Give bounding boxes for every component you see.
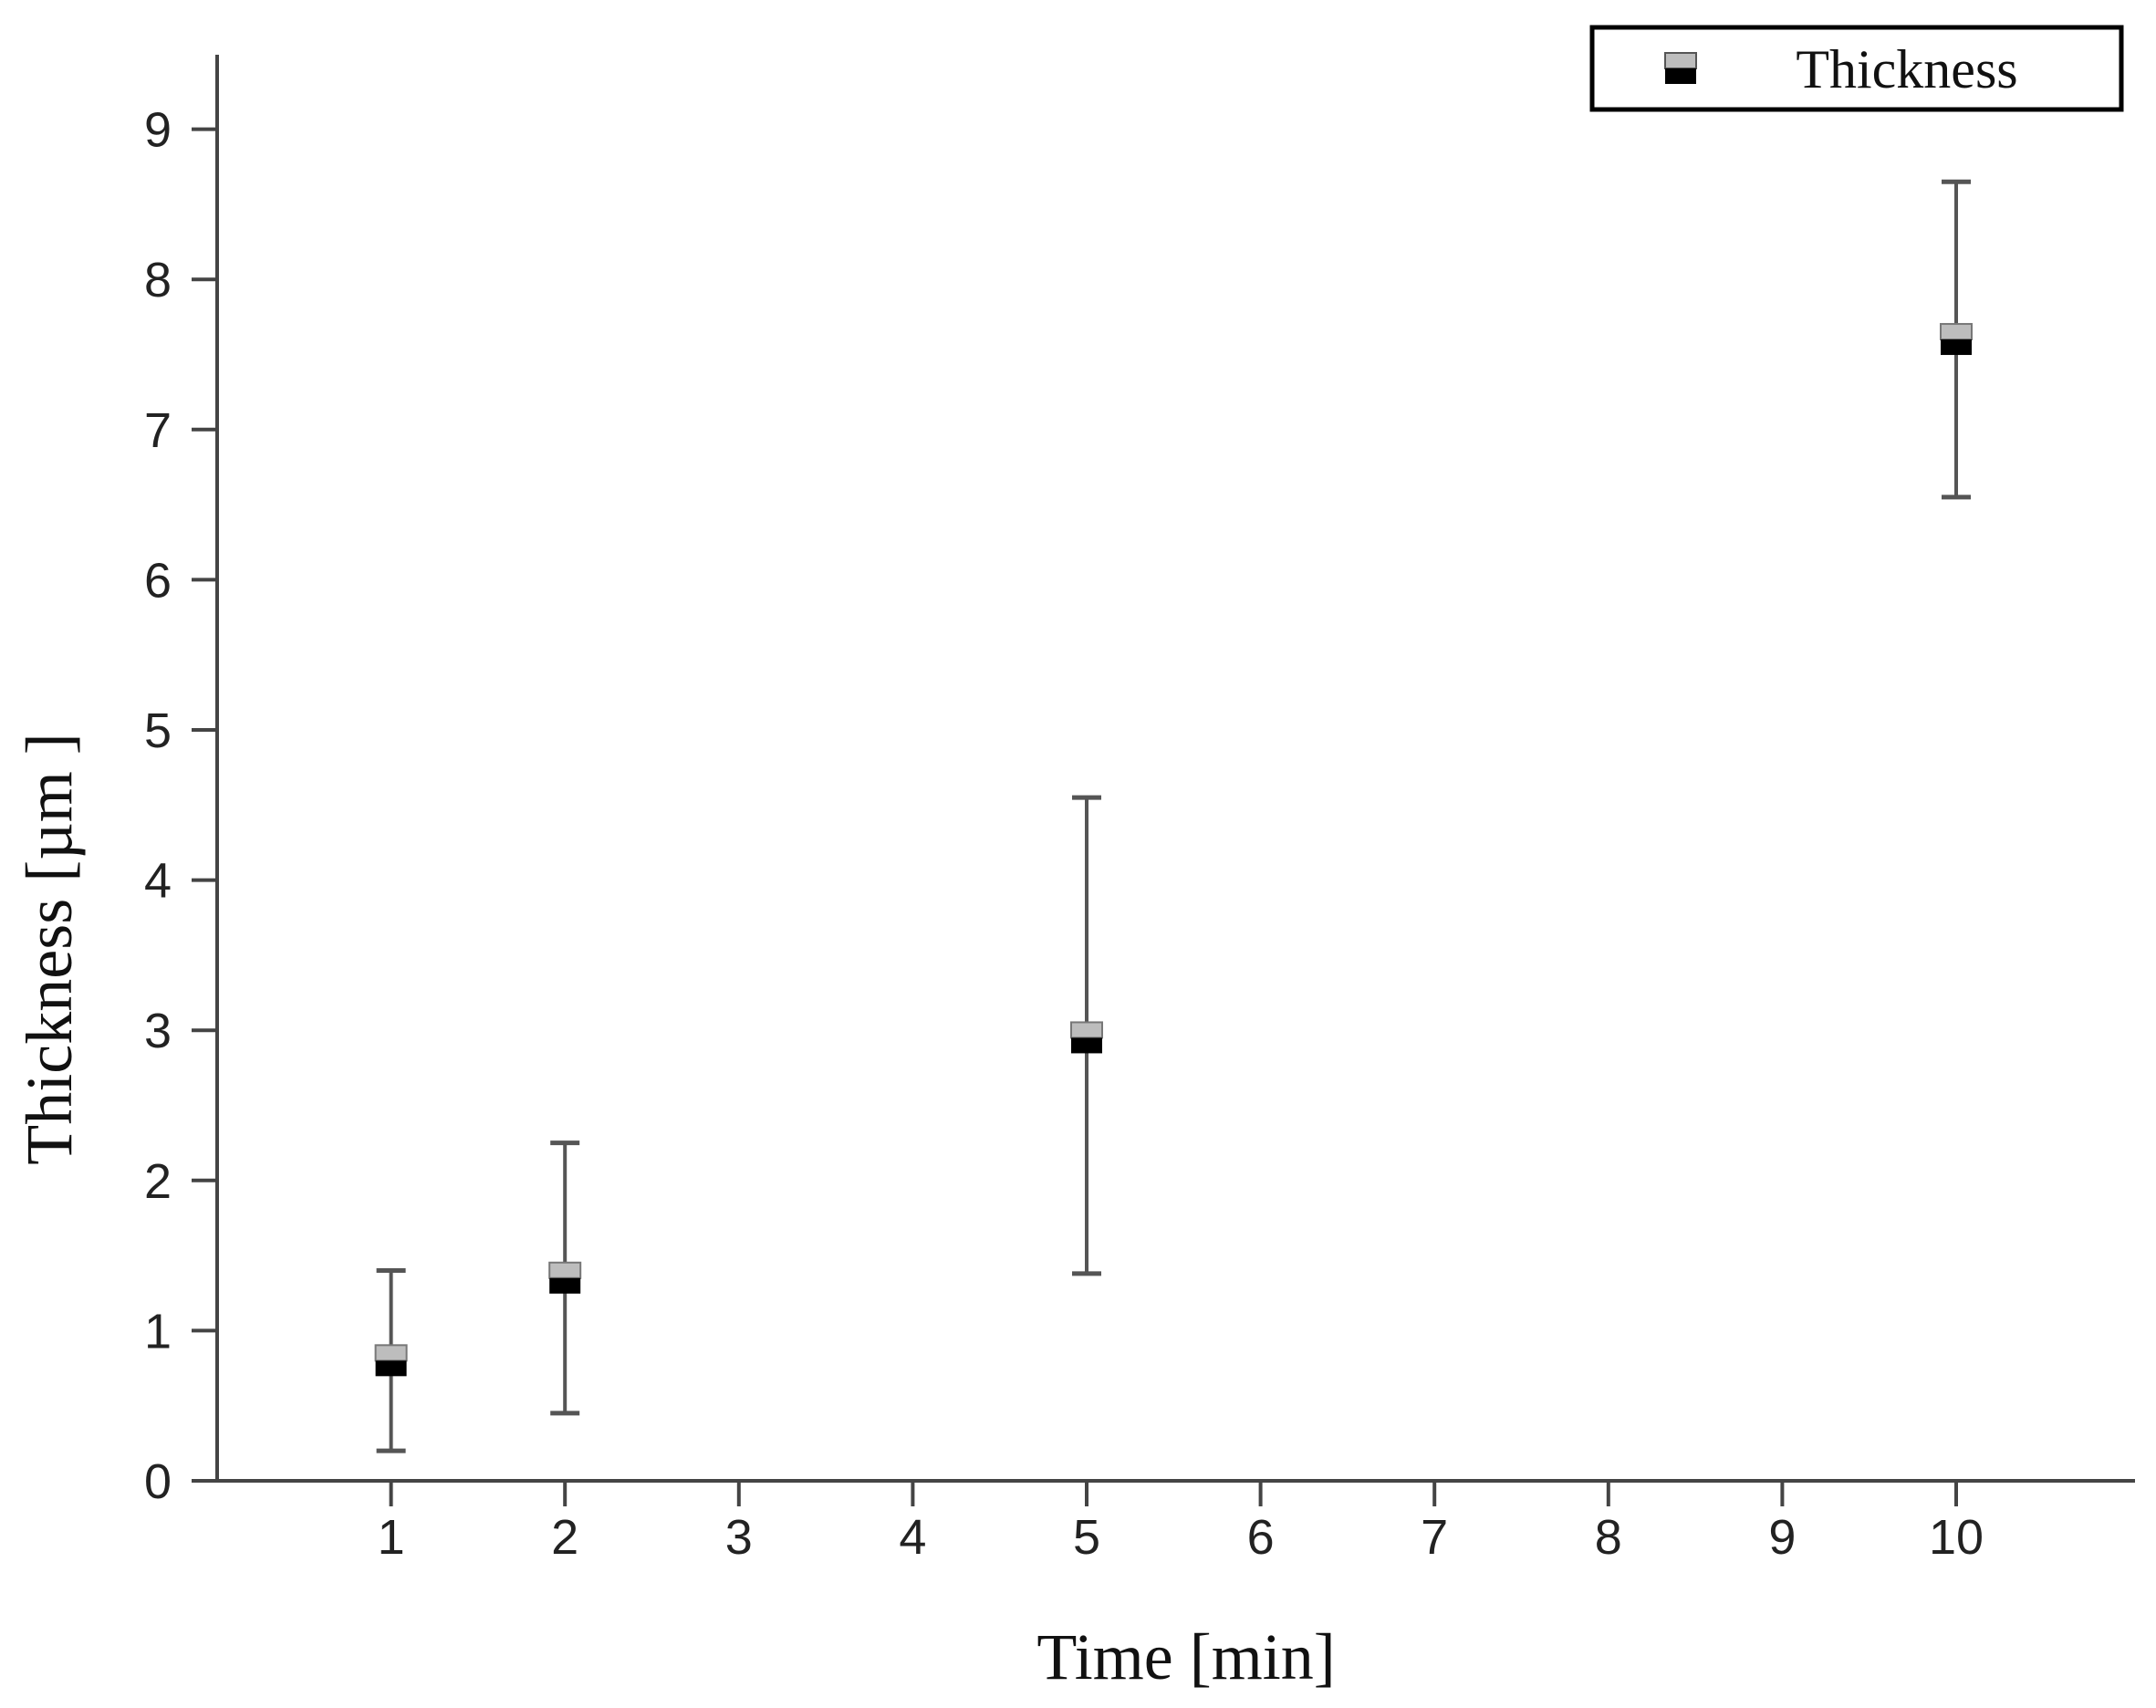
legend-marker-bottom xyxy=(1665,68,1696,84)
x-tick-label: 1 xyxy=(378,1510,405,1565)
marker-top-half xyxy=(548,1261,582,1279)
x-tick-label: 4 xyxy=(899,1510,926,1565)
y-tick-label: 8 xyxy=(144,253,172,307)
x-tick-label: 2 xyxy=(551,1510,578,1565)
x-tick-label: 6 xyxy=(1247,1510,1275,1565)
y-axis-ticks: 0 1 2 3 4 5 6 7 8 9 xyxy=(144,103,217,1509)
y-tick-label: 6 xyxy=(144,553,172,608)
legend-marker-top xyxy=(1664,52,1697,69)
y-tick-label: 2 xyxy=(144,1154,172,1209)
x-axis-ticks: 1 2 3 4 5 6 7 8 9 10 xyxy=(378,1481,1984,1565)
y-axis-title: Thickness [µm ] xyxy=(13,733,86,1164)
x-tick-label: 8 xyxy=(1595,1510,1622,1565)
x-tick-label: 7 xyxy=(1421,1510,1448,1565)
x-tick-label: 5 xyxy=(1073,1510,1100,1565)
data-point xyxy=(1940,179,1973,500)
legend: Thickness xyxy=(1589,25,2124,112)
data-point xyxy=(1070,795,1103,1276)
data-point xyxy=(548,1140,582,1416)
data-point xyxy=(374,1268,408,1453)
x-tick-label: 3 xyxy=(725,1510,753,1565)
y-tick-label: 9 xyxy=(144,103,172,158)
marker-bottom-half xyxy=(375,1360,407,1377)
marker-bottom-half xyxy=(1071,1037,1102,1054)
y-tick-label: 3 xyxy=(144,1004,172,1058)
legend-label: Thickness xyxy=(1796,39,2017,99)
x-tick-label: 10 xyxy=(1929,1510,1984,1565)
y-tick-label: 7 xyxy=(144,403,172,458)
x-axis-title: Time [min] xyxy=(1036,1620,1335,1693)
marker-top-half xyxy=(1070,1021,1103,1039)
y-tick-label: 0 xyxy=(144,1454,172,1509)
marker-top-half xyxy=(1940,323,1973,341)
marker-top-half xyxy=(374,1344,408,1362)
marker-bottom-half xyxy=(549,1277,581,1294)
plot-axes xyxy=(199,55,2135,1483)
y-tick-label: 5 xyxy=(144,703,172,758)
marker-bottom-half xyxy=(1941,339,1972,356)
y-tick-label: 1 xyxy=(144,1304,172,1359)
x-tick-label: 9 xyxy=(1768,1510,1796,1565)
data-points xyxy=(374,179,1973,1453)
y-tick-label: 4 xyxy=(144,854,172,909)
